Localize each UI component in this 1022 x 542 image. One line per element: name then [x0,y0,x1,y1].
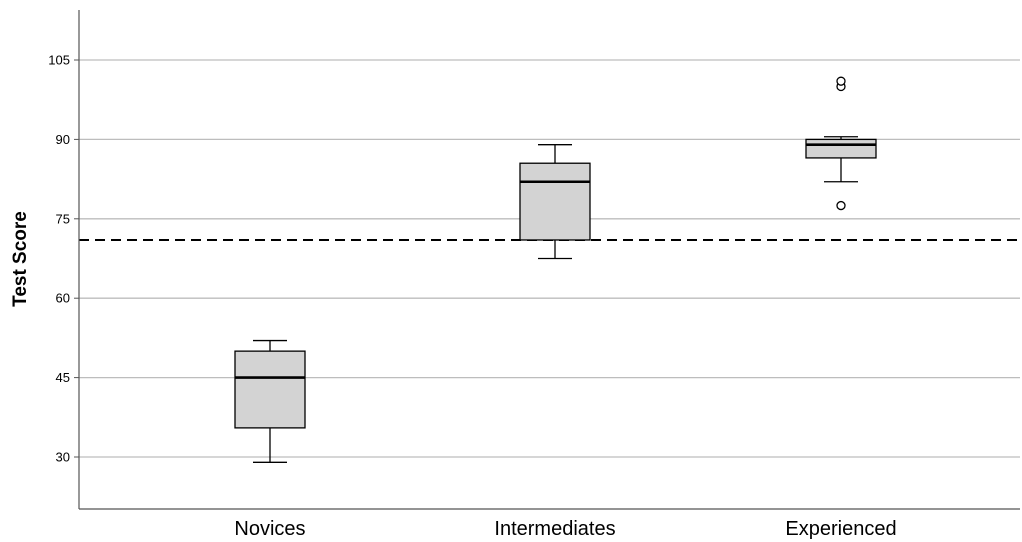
axes [74,10,1020,510]
outlier-point-1 [836,200,846,211]
y-tick-label-45: 45 [56,370,70,385]
x-category-label-novices: Novices [234,518,305,540]
box-experienced [805,76,877,211]
iqr-box [234,350,306,429]
y-tick-label-75: 75 [56,211,70,226]
outlier-point-3 [836,76,846,86]
y-axis-title: Test Score [10,211,31,307]
box-novices [234,339,306,463]
y-tick-label-90: 90 [56,132,70,147]
iqr-box [519,162,591,241]
box-intermediates [519,144,591,260]
y-tick-label-60: 60 [56,291,70,306]
y-tick-label-30: 30 [56,450,70,465]
x-category-label-intermediates: Intermediates [494,518,615,540]
boxes-layer [234,76,877,463]
labels-layer: 30 45 60 75 90 105 Novices Intermediates Experie… [48,53,896,541]
y-tick-label-105: 105 [48,53,70,68]
iqr-box [805,138,877,159]
x-category-label-experienced: Experienced [785,518,896,540]
